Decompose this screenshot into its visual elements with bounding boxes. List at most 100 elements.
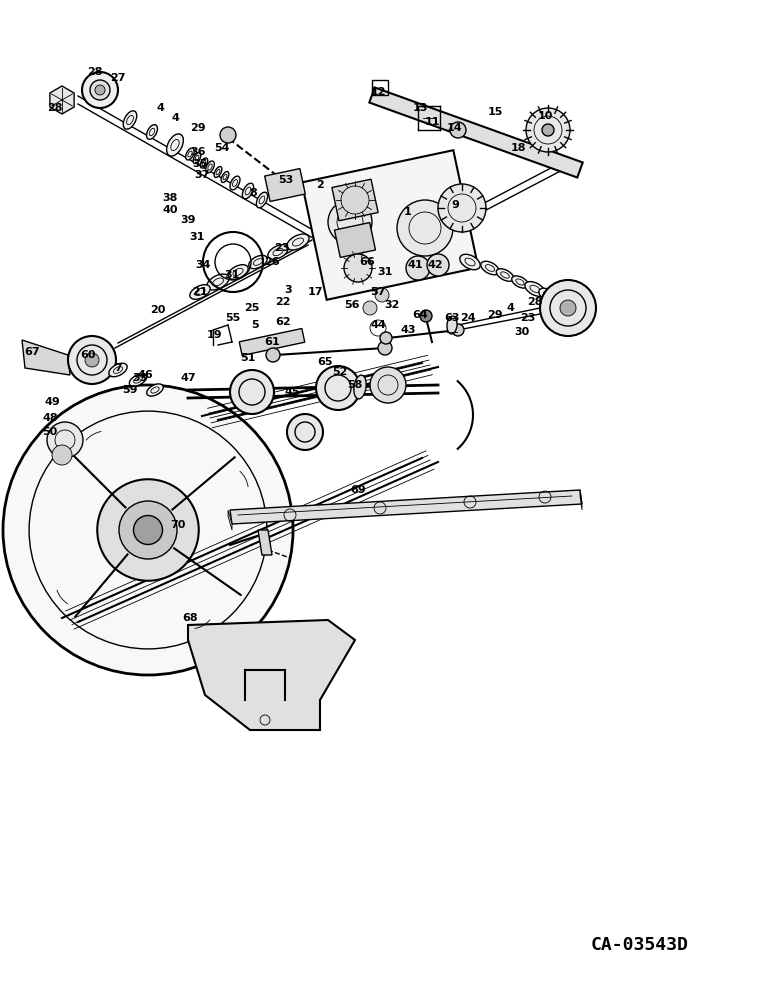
Text: 7: 7 — [114, 363, 122, 373]
Circle shape — [68, 336, 116, 384]
Text: 55: 55 — [225, 313, 240, 323]
Polygon shape — [335, 223, 376, 257]
Ellipse shape — [214, 167, 222, 177]
Text: 23: 23 — [274, 243, 290, 253]
Circle shape — [95, 85, 105, 95]
Ellipse shape — [496, 269, 514, 281]
Text: CA-03543D: CA-03543D — [591, 936, 689, 954]
Ellipse shape — [186, 148, 194, 160]
Text: 8: 8 — [249, 188, 257, 198]
Polygon shape — [22, 340, 70, 375]
Text: 57: 57 — [370, 287, 386, 297]
Polygon shape — [258, 530, 272, 555]
Text: 38: 38 — [162, 193, 177, 203]
Polygon shape — [369, 87, 583, 178]
Text: 48: 48 — [42, 413, 58, 423]
Circle shape — [427, 254, 449, 276]
Text: 4: 4 — [156, 103, 164, 113]
Text: 58: 58 — [347, 380, 362, 390]
Text: 50: 50 — [42, 427, 58, 437]
Text: 43: 43 — [400, 325, 415, 335]
Circle shape — [375, 288, 389, 302]
Text: 12: 12 — [370, 87, 386, 97]
Ellipse shape — [549, 294, 567, 306]
Text: 30: 30 — [515, 327, 530, 337]
Ellipse shape — [167, 134, 184, 156]
Text: 52: 52 — [333, 367, 348, 377]
Circle shape — [328, 200, 372, 244]
Text: 21: 21 — [192, 287, 208, 297]
Text: 22: 22 — [275, 297, 291, 307]
Circle shape — [82, 72, 118, 108]
Text: 28: 28 — [88, 67, 103, 77]
Circle shape — [230, 370, 274, 414]
Text: 51: 51 — [240, 353, 256, 363]
Polygon shape — [302, 150, 478, 300]
Text: 66: 66 — [359, 257, 375, 267]
Circle shape — [266, 348, 280, 362]
Text: 28: 28 — [528, 297, 543, 307]
Text: 9: 9 — [451, 200, 459, 210]
Ellipse shape — [287, 234, 309, 250]
Circle shape — [344, 254, 372, 282]
Ellipse shape — [268, 245, 288, 259]
Text: 24: 24 — [460, 313, 476, 323]
Ellipse shape — [525, 282, 545, 296]
Text: 60: 60 — [80, 350, 96, 360]
Ellipse shape — [257, 192, 267, 208]
Circle shape — [98, 479, 199, 581]
Ellipse shape — [354, 375, 366, 399]
Text: 18: 18 — [510, 143, 526, 153]
Text: 4: 4 — [171, 113, 179, 123]
Text: 47: 47 — [180, 373, 196, 383]
Text: 64: 64 — [412, 310, 428, 320]
Circle shape — [526, 108, 570, 152]
Circle shape — [560, 300, 576, 316]
Polygon shape — [580, 490, 582, 510]
Polygon shape — [265, 169, 306, 201]
Polygon shape — [332, 179, 378, 221]
Text: 37: 37 — [194, 170, 210, 180]
Text: 1: 1 — [404, 207, 412, 217]
Text: 2: 2 — [316, 180, 324, 190]
Text: 4: 4 — [506, 303, 514, 313]
Text: 31: 31 — [190, 232, 205, 242]
Circle shape — [438, 184, 486, 232]
Text: 36: 36 — [190, 147, 206, 157]
Circle shape — [47, 422, 83, 458]
Text: 59: 59 — [122, 385, 137, 395]
Polygon shape — [240, 328, 305, 356]
Text: 13: 13 — [412, 103, 428, 113]
Ellipse shape — [123, 111, 137, 129]
Polygon shape — [230, 490, 582, 524]
Text: 19: 19 — [206, 330, 222, 340]
Circle shape — [378, 341, 392, 355]
Text: 35: 35 — [192, 159, 207, 169]
Text: 49: 49 — [44, 397, 60, 407]
Text: 26: 26 — [264, 257, 280, 267]
Ellipse shape — [511, 276, 528, 288]
Polygon shape — [228, 510, 232, 530]
Circle shape — [3, 385, 293, 675]
Text: 10: 10 — [538, 111, 553, 121]
Text: 67: 67 — [24, 347, 40, 357]
Text: 29: 29 — [487, 310, 503, 320]
Circle shape — [380, 332, 392, 344]
Circle shape — [397, 200, 453, 256]
Text: 5: 5 — [251, 320, 259, 330]
Ellipse shape — [147, 125, 157, 139]
Circle shape — [90, 80, 110, 100]
Text: 69: 69 — [350, 485, 366, 495]
Circle shape — [540, 280, 596, 336]
Ellipse shape — [539, 288, 558, 302]
Circle shape — [85, 353, 99, 367]
Text: 61: 61 — [264, 337, 280, 347]
Text: 23: 23 — [520, 313, 536, 323]
Text: 41: 41 — [407, 260, 423, 270]
Ellipse shape — [193, 153, 201, 163]
Circle shape — [452, 324, 464, 336]
Circle shape — [134, 516, 163, 544]
Ellipse shape — [109, 363, 127, 377]
Ellipse shape — [147, 384, 164, 396]
Text: 15: 15 — [488, 107, 503, 117]
